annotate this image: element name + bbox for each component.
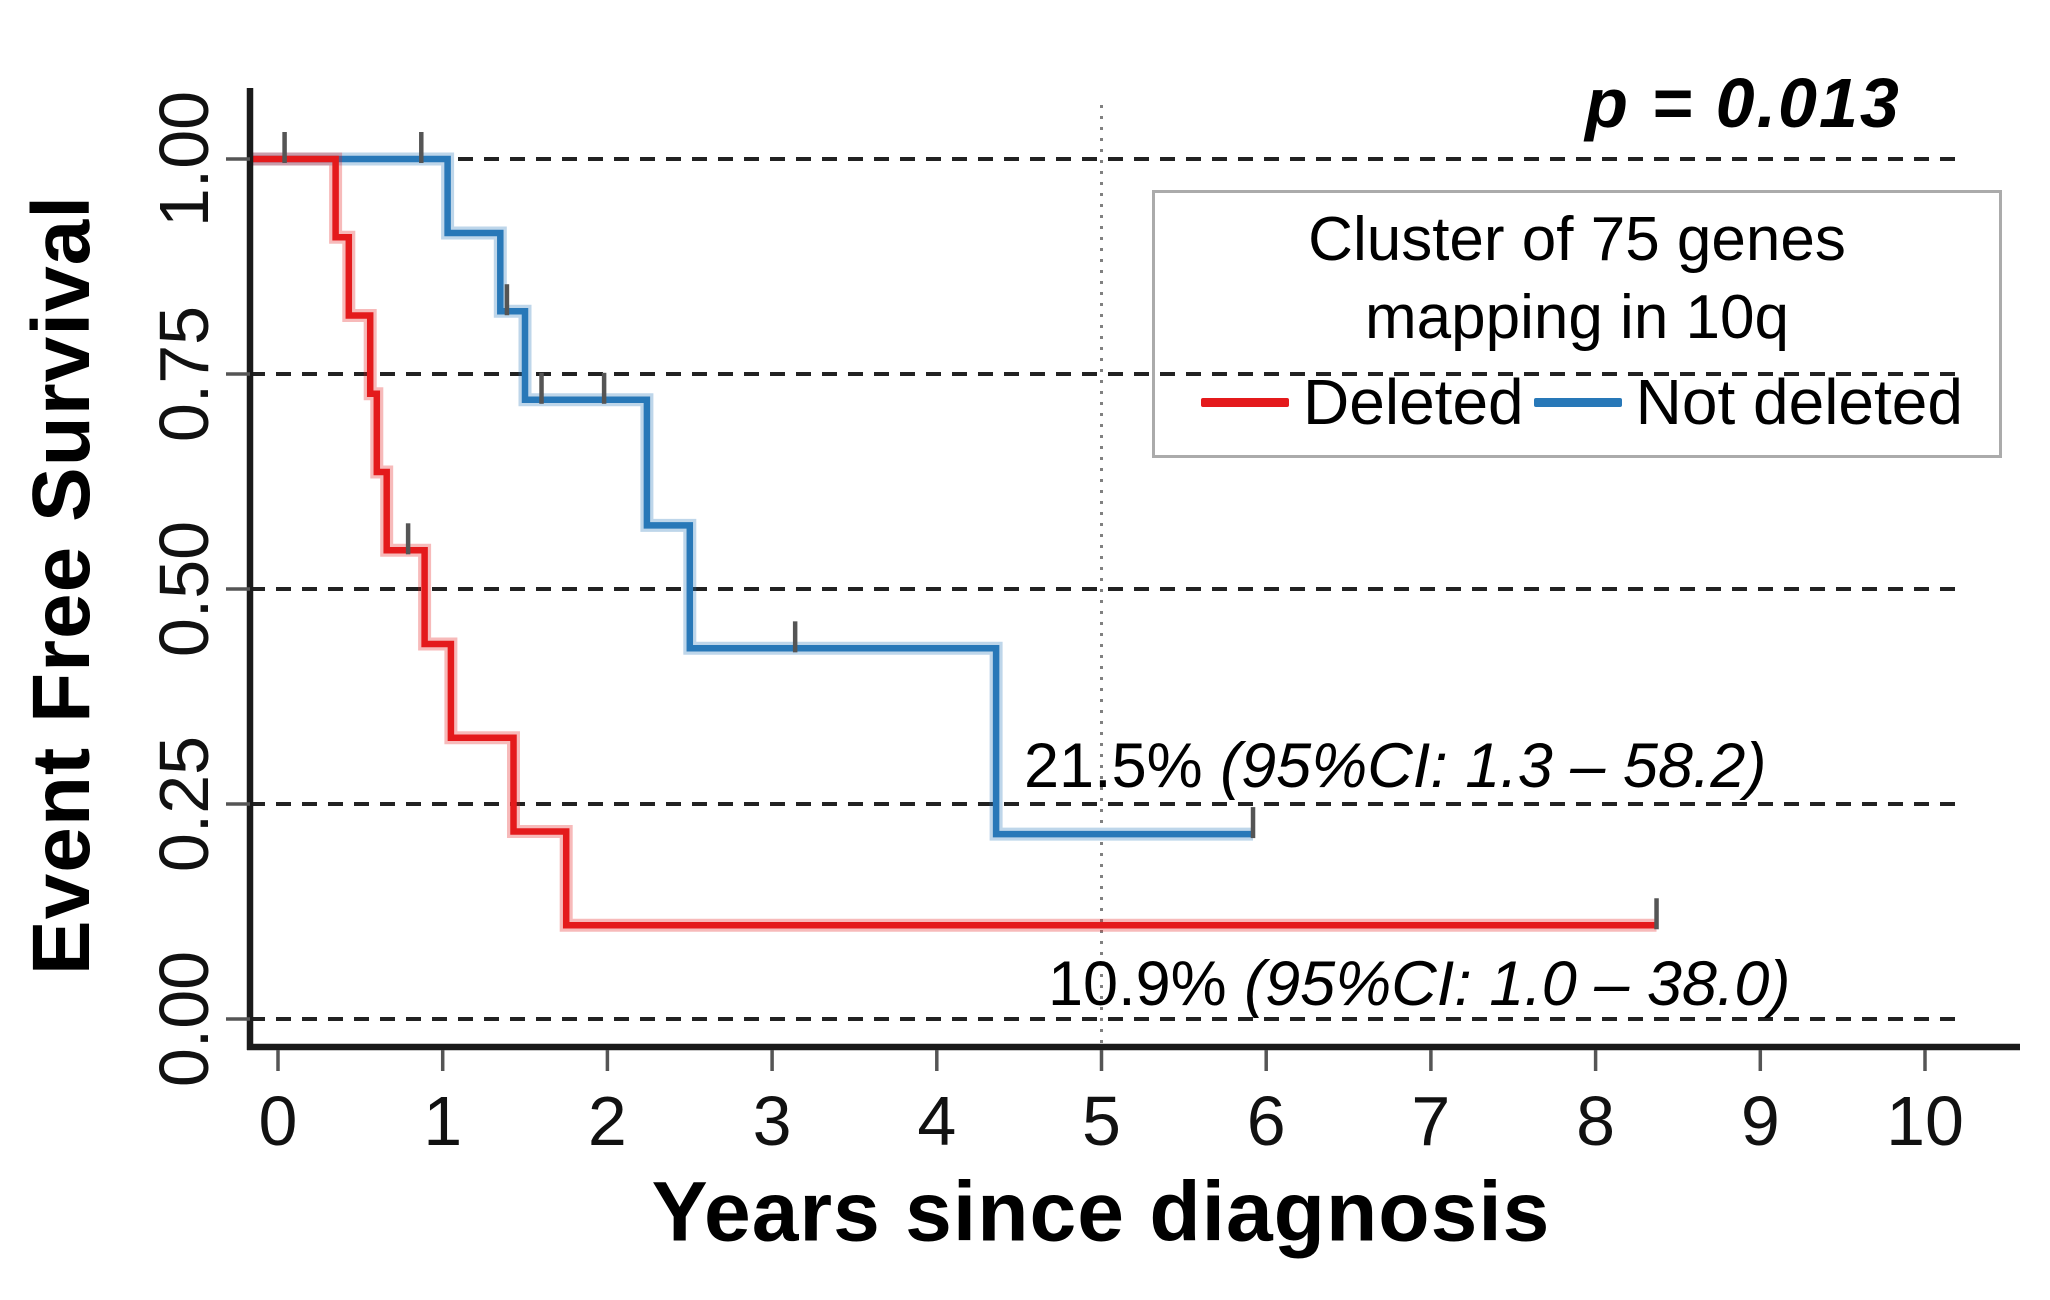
legend-label-not-deleted: Not deleted: [1635, 366, 1963, 438]
p-value-label: p = 0.013: [1585, 64, 1901, 142]
x-tick-label-5: 5: [1082, 1082, 1121, 1160]
not-deleted-line-swatch: [1533, 397, 1622, 407]
x-tick-label-1: 1: [423, 1082, 462, 1160]
x-tick-label-8: 8: [1576, 1082, 1615, 1160]
y-axis-title: Event Free Survival: [16, 194, 107, 976]
deleted-estimate-ci: (95%CI: 1.0 – 38.0): [1244, 949, 1791, 1019]
legend-box: Cluster of 75 genes mapping in 10q Delet…: [1152, 190, 2002, 458]
deleted-estimate-annotation: 10.9% (95%CI: 1.0 – 38.0): [1048, 948, 1790, 1020]
x-tick-label-0: 0: [259, 1082, 298, 1160]
legend-title-line2: mapping in 10q: [1365, 283, 1789, 352]
x-tick-label-10: 10: [1886, 1082, 1964, 1160]
legend-entries-row: Deleted Not deleted: [1191, 365, 1963, 439]
survival-curve-not-deleted: [250, 155, 1253, 838]
x-axis-title: Years since diagnosis: [651, 1164, 1551, 1259]
y-tick-label-1.00: 1.00: [145, 91, 223, 227]
x-tick-label-3: 3: [753, 1082, 792, 1160]
legend-label-deleted: Deleted: [1303, 366, 1524, 438]
x-tick-label-4: 4: [917, 1082, 956, 1160]
x-tick-label-9: 9: [1741, 1082, 1780, 1160]
not-deleted-estimate-ci: (95%CI: 1.3 – 58.2): [1220, 731, 1767, 801]
x-tick-label-2: 2: [588, 1082, 627, 1160]
x-tick-label-7: 7: [1411, 1082, 1450, 1160]
y-tick-label-0.50: 0.50: [145, 521, 223, 657]
y-tick-label-0.75: 0.75: [145, 306, 223, 442]
x-tick-label-6: 6: [1247, 1082, 1286, 1160]
not-deleted-estimate-percent: 21.5%: [1024, 731, 1221, 801]
deleted-line-swatch: [1201, 397, 1290, 407]
not-deleted-estimate-annotation: 21.5% (95%CI: 1.3 – 58.2): [1024, 730, 1766, 802]
survival-curve-deleted: [250, 155, 1657, 929]
y-tick-label-0.00: 0.00: [145, 951, 223, 1087]
legend-title-line1: Cluster of 75 genes: [1308, 205, 1846, 274]
deleted-estimate-percent: 10.9%: [1048, 949, 1245, 1019]
y-tick-label-0.25: 0.25: [145, 736, 223, 872]
